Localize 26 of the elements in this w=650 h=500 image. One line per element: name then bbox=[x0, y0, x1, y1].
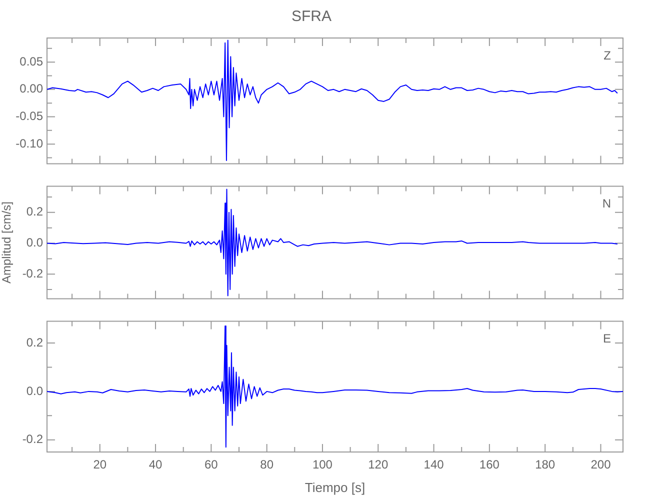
x-tick-label: 120 bbox=[368, 458, 388, 472]
annotation: Z bbox=[604, 48, 611, 62]
y-tick-label: 0.00 bbox=[20, 82, 44, 96]
x-tick-label: 140 bbox=[424, 458, 444, 472]
y-tick-label: -0.2 bbox=[22, 432, 44, 446]
x-axis-title: Tiempo [s] bbox=[304, 480, 366, 495]
annotation: N bbox=[602, 196, 611, 211]
x-tick-label: 80 bbox=[260, 458, 274, 472]
y-tick-label: 0.0 bbox=[26, 384, 44, 398]
x-tick-label: 20 bbox=[93, 458, 107, 472]
x-tick-label: 160 bbox=[479, 458, 500, 472]
chart-title: SFRA bbox=[291, 8, 332, 26]
y-tick-label: 0.2 bbox=[26, 204, 44, 219]
x-tick-label: 200 bbox=[590, 458, 612, 472]
y-tick-label: -0.2 bbox=[22, 266, 44, 280]
y-tick-label: -0.10 bbox=[16, 136, 44, 150]
y-tick-label: 0.2 bbox=[26, 335, 44, 350]
y-axis-title: Amplitud [cm/s] bbox=[0, 201, 14, 284]
annotation: E bbox=[602, 332, 611, 346]
x-tick-label: 180 bbox=[535, 458, 556, 472]
y-tick-label: -0.05 bbox=[16, 109, 44, 124]
x-tick-label: 60 bbox=[204, 458, 218, 472]
y-tick-label: 0.05 bbox=[20, 54, 44, 68]
x-tick-label: 100 bbox=[312, 458, 333, 472]
x-tick-label: 40 bbox=[148, 458, 163, 472]
y-tick-label: 0.0 bbox=[26, 236, 44, 250]
